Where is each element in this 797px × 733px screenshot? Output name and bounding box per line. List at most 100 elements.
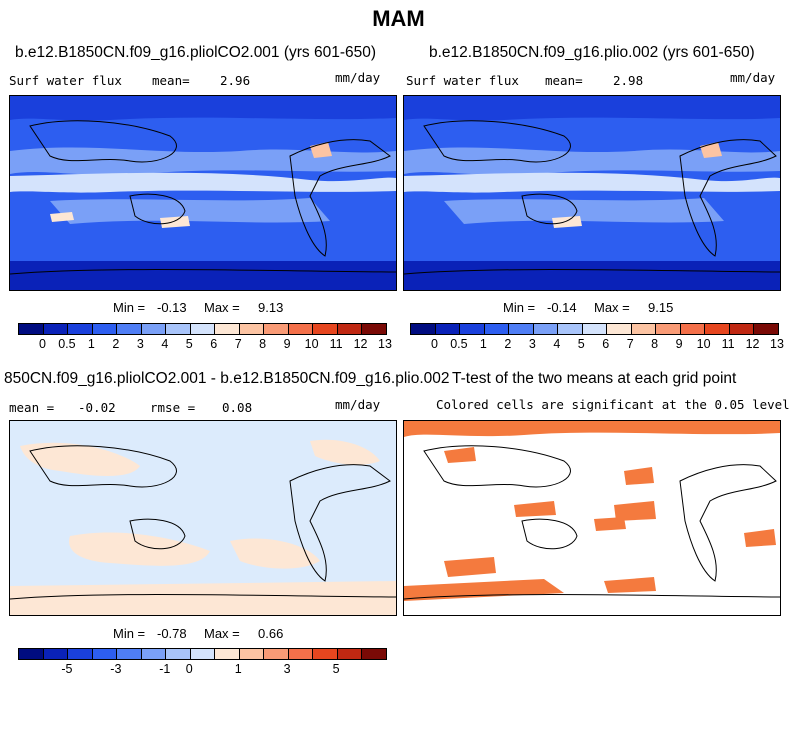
panel3-rmse-value: 0.08 [222,400,253,415]
panel1-high-flux-2 [160,216,190,228]
colorbar-tick-label: 0.5 [450,337,468,351]
colorbar-tick-label: 8 [259,337,267,351]
colorbar-box [190,324,216,334]
colorbar-box [656,324,681,334]
colorbar-tick-label: 8 [651,337,659,351]
colorbar-tick-label: 5 [332,662,340,676]
panel2-units: mm/day [730,70,776,85]
panel2-polar-south [404,261,780,290]
panel3-positive-region-3 [230,538,320,569]
colorbar-box [411,324,436,334]
panel3-colorbar [18,648,387,660]
panel1-min-value: -0.13 [157,300,187,315]
panel1-map [9,95,397,291]
colorbar-box [313,324,338,334]
panel3-units: mm/day [335,397,381,412]
colorbar-box [68,324,93,334]
colorbar-tick-label: 11 [721,337,735,351]
panel2-colorbar [410,323,779,335]
colorbar-box [631,324,657,334]
panel4-significant-5 [594,517,626,531]
panel2-itcz-band [404,172,780,193]
panel2-max-label: Max = [594,300,630,315]
colorbar-box [484,324,510,334]
panel1-colorbar [18,323,387,335]
colorbar-tick-label: 0 [185,662,193,676]
panel4-land-outline-1 [521,518,578,550]
panel1-polar-south [10,261,396,290]
panel4-significant-8 [604,577,656,593]
colorbar-tick-label: 3 [136,337,144,351]
panel3-positive-region-5 [10,581,396,615]
colorbar-tick-label: -3 [110,662,122,676]
colorbar-tick-label: 1 [87,337,95,351]
panel2-antarctica [404,269,780,275]
colorbar-tick-label: 1 [479,337,487,351]
panel3-max-label: Max = [204,626,240,641]
panel1-dry-band-south [50,198,330,224]
colorbar-box [92,324,118,334]
panel1-max-label: Max = [204,300,240,315]
colorbar-box [190,649,216,659]
colorbar-tick-label: 11 [329,337,343,351]
panel3-map-svg [10,421,396,615]
colorbar-box [558,324,583,334]
colorbar-box [166,324,191,334]
panel4-antarctica [404,594,780,600]
colorbar-box [43,324,69,334]
panel3-land-outline-1 [129,518,186,550]
panel1-map-svg [10,96,396,290]
panel2-mean-value: 2.98 [613,73,644,88]
panel3-positive-region-2 [69,532,211,566]
colorbar-box [239,324,265,334]
colorbar-box [92,649,118,659]
panel2-land-outline-3 [423,120,571,163]
colorbar-box [288,649,314,659]
panel1-mean-label: mean= [152,73,190,88]
colorbar-tick-label: 10 [304,337,319,351]
panel4-significant-9 [744,529,776,547]
colorbar-tick-label: 7 [626,337,634,351]
panel2-land-outline-1 [521,193,578,225]
colorbar-tick-label: 9 [283,337,291,351]
colorbar-box [141,324,167,334]
colorbar-box [337,324,363,334]
panel1-antarctica [10,269,396,275]
colorbar-tick-label: 1 [234,662,242,676]
colorbar-box [141,649,167,659]
panel4-significant-3 [514,501,556,517]
panel3-max-value: 0.66 [258,626,284,641]
panel1-title: b.e12.B1850CN.f09_g16.pliolCO2.001 (yrs … [15,44,377,61]
colorbar-box [117,649,142,659]
colorbar-box [705,324,730,334]
panel2-mean-label: mean= [545,73,583,88]
colorbar-box [215,324,240,334]
panel1-units: mm/day [335,70,381,85]
panel3-positive-region-4 [310,439,380,465]
colorbar-tick-label: 2 [112,337,120,351]
panel2-min-label: Min = [503,300,536,315]
colorbar-box [337,649,363,659]
colorbar-box [362,324,386,334]
panel2-dry-band-south [444,198,724,224]
panel3-mean-value: -0.02 [78,400,116,415]
colorbar-tick-label: 12 [745,337,760,351]
colorbar-box [264,649,289,659]
panel2-background [404,96,780,290]
colorbar-tick-label: 4 [553,337,561,351]
panel4-map [403,420,781,616]
colorbar-tick-label: 9 [675,337,683,351]
panel3-mean-label: mean = [9,400,55,415]
panel4-land-outline-2 [679,464,777,582]
colorbar-box [288,324,314,334]
panel1-land-outline-3 [29,120,177,163]
colorbar-box [313,649,338,659]
panel3-land-outline-3 [29,445,177,488]
panel3-min-value: -0.78 [157,626,187,641]
panel1-variable: Surf water flux [9,73,122,88]
colorbar-box [754,324,778,334]
panel4-significant-7 [404,579,564,601]
panel2-variable: Surf water flux [406,73,519,88]
colorbar-box [68,649,93,659]
panel3-antarctica [10,594,396,600]
